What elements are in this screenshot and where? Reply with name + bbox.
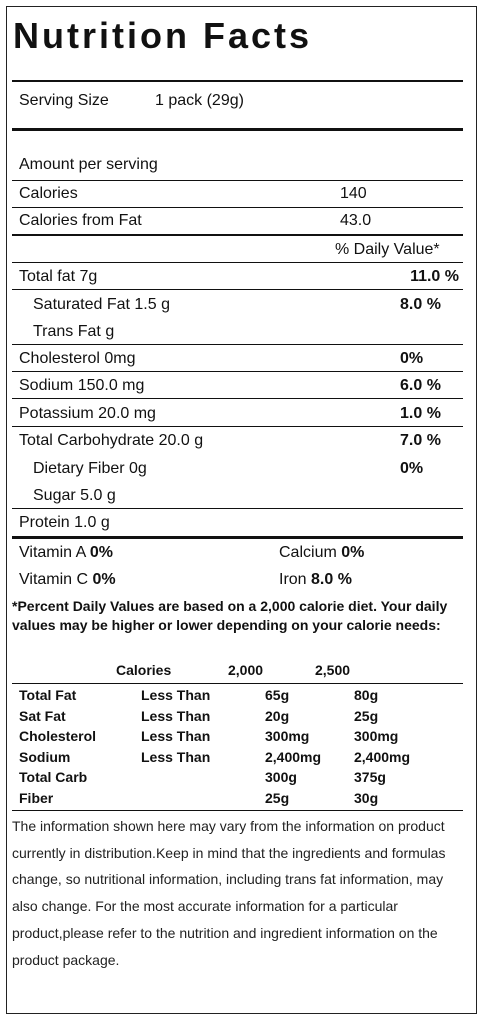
nutrient-label: Cholesterol 0mg bbox=[19, 350, 136, 367]
dv-row-limit: Less Than bbox=[141, 687, 211, 703]
calories-from-fat-value: 43.0 bbox=[340, 212, 372, 229]
amount-per-serving: Amount per serving bbox=[19, 156, 158, 173]
dv-row-2000: 65g bbox=[265, 687, 290, 703]
serving-divider bbox=[12, 128, 463, 131]
serving-size-value: 1 pack (29g) bbox=[155, 92, 244, 109]
dv-row-limit: Less Than bbox=[141, 708, 211, 724]
nutrient-label: Total Carbohydrate 20.0 g bbox=[19, 432, 204, 449]
dv-header-2000: 2,000 bbox=[228, 662, 264, 678]
nutrient-dv: 11.0 % bbox=[410, 268, 459, 285]
calcium: Calcium 0% bbox=[279, 544, 365, 561]
dv-row-2000: 25g bbox=[265, 790, 290, 806]
nutrient-dv: 6.0 % bbox=[400, 377, 441, 394]
dv-row-nutrient: Sodium bbox=[19, 749, 71, 765]
divider bbox=[12, 262, 463, 263]
nutrient-label: Sugar 5.0 g bbox=[33, 487, 116, 504]
dv-row-nutrient: Sat Fat bbox=[19, 708, 66, 724]
dv-row-2500: 300mg bbox=[354, 728, 399, 744]
dv-header-calories: Calories bbox=[116, 662, 172, 678]
label-title: Nutrition Facts bbox=[13, 15, 313, 56]
divider bbox=[12, 810, 463, 811]
dv-row-2000: 20g bbox=[265, 708, 290, 724]
divider bbox=[12, 344, 463, 345]
iron: Iron 8.0 % bbox=[279, 571, 352, 588]
dv-row-limit: Less Than bbox=[141, 728, 211, 744]
divider bbox=[12, 536, 463, 539]
divider bbox=[12, 683, 463, 684]
nutrient-dv: 7.0 % bbox=[400, 432, 441, 449]
nutrient-label: Saturated Fat 1.5 g bbox=[33, 296, 170, 313]
dv-row-2500: 375g bbox=[354, 769, 386, 785]
calories-value: 140 bbox=[340, 185, 367, 202]
dv-row-2000: 300g bbox=[265, 769, 297, 785]
dv-row-2500: 2,400mg bbox=[354, 749, 411, 765]
disclaimer-text: The information shown here may vary from… bbox=[12, 818, 446, 968]
nutrition-label bbox=[6, 6, 477, 1014]
daily-values-footnote: *Percent Daily Values are based on a 2,0… bbox=[12, 598, 448, 633]
nutrient-dv: 0% bbox=[400, 350, 424, 367]
nutrient-label: Protein 1.0 g bbox=[19, 514, 110, 531]
dv-row-nutrient: Total Fat bbox=[19, 687, 77, 703]
divider bbox=[12, 234, 463, 236]
dv-row-2000: 2,400mg bbox=[265, 749, 322, 765]
nutrient-dv: 8.0 % bbox=[400, 296, 441, 313]
nutrient-dv: 1.0 % bbox=[400, 405, 441, 422]
divider bbox=[12, 207, 463, 208]
dv-row-2500: 30g bbox=[354, 790, 379, 806]
serving-size-label: Serving Size bbox=[19, 92, 109, 109]
calories-from-fat-label: Calories from Fat bbox=[19, 212, 142, 229]
dv-row-2500: 25g bbox=[354, 708, 379, 724]
nutrient-label: Dietary Fiber 0g bbox=[33, 460, 147, 477]
dv-row-nutrient: Fiber bbox=[19, 790, 54, 806]
divider bbox=[12, 371, 463, 372]
calories-label: Calories bbox=[19, 185, 78, 202]
nutrient-dv: 0% bbox=[400, 460, 424, 477]
dv-row-2500: 80g bbox=[354, 687, 379, 703]
dv-row-nutrient: Total Carb bbox=[19, 769, 88, 785]
divider bbox=[12, 180, 463, 181]
divider bbox=[12, 289, 463, 290]
divider bbox=[12, 398, 463, 399]
vitamin-c: Vitamin C 0% bbox=[19, 571, 116, 588]
dv-row-2000: 300mg bbox=[265, 728, 310, 744]
nutrient-label: Total fat 7g bbox=[19, 268, 98, 285]
dv-row-nutrient: Cholesterol bbox=[19, 728, 97, 744]
divider bbox=[12, 508, 463, 509]
nutrient-label: Trans Fat g bbox=[33, 323, 115, 340]
dv-row-limit: Less Than bbox=[141, 749, 211, 765]
title-divider bbox=[12, 80, 463, 82]
vitamin-a: Vitamin A 0% bbox=[19, 544, 113, 561]
dv-header-2500: 2,500 bbox=[315, 662, 351, 678]
nutrient-label: Sodium 150.0 mg bbox=[19, 377, 145, 394]
nutrient-label: Potassium 20.0 mg bbox=[19, 405, 156, 422]
daily-value-header: % Daily Value* bbox=[335, 241, 440, 258]
divider bbox=[12, 426, 463, 427]
